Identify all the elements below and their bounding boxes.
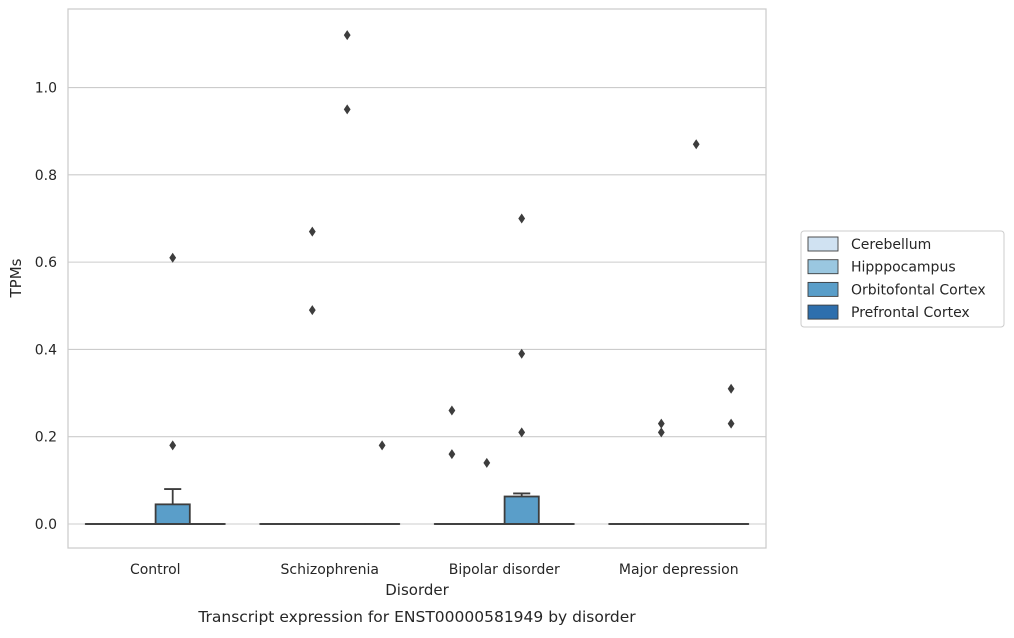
- legend: Cerebellum Hipppocampus Orbitofontal Corte…: [801, 231, 1004, 327]
- outlier-point: [518, 213, 525, 223]
- y-tick-label: 0.2: [35, 430, 57, 446]
- box-1-2: [330, 30, 364, 524]
- x-tick-label: Control: [130, 562, 181, 578]
- outlier-point: [518, 427, 525, 437]
- legend-swatch: [808, 237, 838, 251]
- legend-label: Orbitofontal Cortex: [851, 282, 986, 298]
- box-3-3: [714, 384, 748, 524]
- legend-swatch: [808, 282, 838, 296]
- legend-swatch: [808, 260, 838, 274]
- outlier-point: [658, 419, 665, 429]
- box-2-1: [470, 458, 504, 524]
- outlier-point: [693, 139, 700, 149]
- box-0-2: [156, 253, 190, 524]
- box-3-2: [679, 139, 713, 524]
- box-body: [156, 504, 190, 524]
- x-tick-labels: Control Schizophrenia Bipolar disorder Majo…: [130, 562, 739, 578]
- legend-label: Cerebellum: [851, 237, 931, 253]
- x-tick-label: Bipolar disorder: [449, 562, 560, 578]
- legend-label: Hipppocampus: [851, 260, 956, 276]
- x-tick-label: Major depression: [619, 562, 739, 578]
- legend-label: Prefrontal Cortex: [851, 305, 970, 321]
- box-body: [505, 497, 539, 524]
- outlier-point: [379, 440, 386, 450]
- outlier-point: [658, 427, 665, 437]
- chart-caption: Transcript expression for ENST0000058194…: [197, 608, 636, 626]
- box-3-1: [644, 419, 678, 524]
- y-tick-label: 0.4: [35, 342, 57, 358]
- outlier-point: [518, 349, 525, 359]
- y-axis-label: TPMs: [7, 258, 25, 298]
- box-2-0: [435, 406, 469, 524]
- x-axis-label: Disorder: [385, 581, 449, 599]
- box-1-1: [295, 227, 329, 524]
- legend-swatch: [808, 305, 838, 319]
- outlier-point: [169, 253, 176, 263]
- outlier-point: [728, 419, 735, 429]
- outlier-point: [449, 406, 456, 416]
- outlier-point: [169, 440, 176, 450]
- outlier-point: [483, 458, 490, 468]
- plot-area-frame: [68, 9, 766, 548]
- y-tick-label: 0.8: [35, 168, 57, 184]
- outlier-point: [309, 227, 316, 237]
- outlier-point: [309, 305, 316, 315]
- box-marks: [86, 30, 748, 524]
- outlier-point: [344, 104, 351, 114]
- box-2-2: [505, 213, 539, 524]
- y-tick-label: 0.6: [35, 255, 57, 271]
- outlier-point: [728, 384, 735, 394]
- y-tick-label: 1.0: [35, 81, 57, 97]
- outlier-point: [344, 30, 351, 40]
- x-tick-label: Schizophrenia: [281, 562, 379, 578]
- y-tick-label: 0.0: [35, 517, 57, 533]
- box-1-3: [365, 440, 399, 524]
- outlier-point: [449, 449, 456, 459]
- y-tick-labels: 0.0 0.2 0.4 0.6 0.8 1.0: [35, 81, 57, 533]
- grid-lines: [68, 88, 766, 524]
